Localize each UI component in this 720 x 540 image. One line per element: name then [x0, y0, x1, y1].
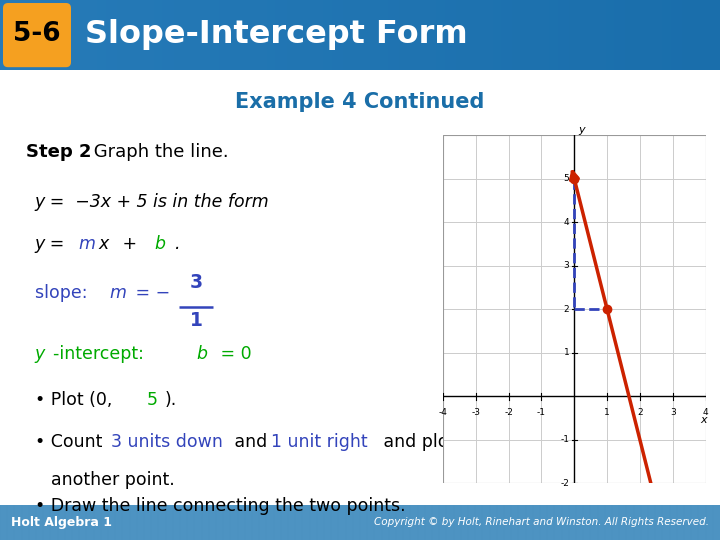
Text: • Plot (0,: • Plot (0,: [35, 391, 117, 409]
Text: -1: -1: [537, 408, 546, 417]
Text: Step 2: Step 2: [27, 143, 91, 161]
Text: slope:: slope:: [35, 284, 93, 302]
Text: Example 4 Continued: Example 4 Continued: [235, 92, 485, 112]
Text: 3: 3: [189, 273, 202, 292]
Text: 3: 3: [564, 261, 570, 270]
Text: 1: 1: [604, 408, 610, 417]
Text: Slope-Intercept Form: Slope-Intercept Form: [85, 18, 467, 50]
Text: and: and: [229, 433, 273, 450]
Text: y: y: [35, 345, 45, 363]
Text: 2: 2: [564, 305, 570, 314]
Text: -intercept:: -intercept:: [53, 345, 150, 363]
Text: Graph the line.: Graph the line.: [89, 143, 229, 161]
Text: x: x: [701, 415, 707, 424]
Text: +: +: [117, 234, 143, 253]
Text: b: b: [196, 345, 207, 363]
Text: and plot: and plot: [378, 433, 456, 450]
Text: 3: 3: [670, 408, 675, 417]
Text: m: m: [109, 284, 126, 302]
Text: y =: y =: [35, 234, 71, 253]
Text: 1: 1: [564, 348, 570, 357]
Text: 4: 4: [564, 218, 570, 227]
Text: x: x: [99, 234, 109, 253]
Text: = −: = −: [130, 284, 170, 302]
Text: 3 units down: 3 units down: [111, 433, 223, 450]
Text: • Draw the line connecting the two points.: • Draw the line connecting the two point…: [35, 497, 405, 515]
Text: .: .: [176, 234, 181, 253]
Text: 1: 1: [189, 310, 202, 330]
Text: 5-6: 5-6: [13, 21, 60, 47]
Text: -2: -2: [560, 479, 570, 488]
Text: -2: -2: [504, 408, 513, 417]
Text: b: b: [155, 234, 166, 253]
Text: y: y: [578, 125, 585, 135]
Text: Holt Algebra 1: Holt Algebra 1: [11, 516, 112, 529]
Text: 2: 2: [637, 408, 643, 417]
Text: another point.: another point.: [51, 471, 175, 489]
Text: Copyright © by Holt, Rinehart and Winston. All Rights Reserved.: Copyright © by Holt, Rinehart and Winsto…: [374, 517, 709, 528]
Text: 4: 4: [703, 408, 708, 417]
FancyBboxPatch shape: [3, 3, 71, 67]
Text: = 0: = 0: [215, 345, 251, 363]
Text: y =  −3x + 5 is in the form: y = −3x + 5 is in the form: [35, 193, 269, 211]
Text: 5: 5: [564, 174, 570, 183]
Text: 1 unit right: 1 unit right: [271, 433, 367, 450]
Text: -4: -4: [438, 408, 447, 417]
Text: 5: 5: [146, 391, 158, 409]
Text: ).: ).: [165, 391, 177, 409]
Text: • Count: • Count: [35, 433, 107, 450]
Text: -1: -1: [560, 435, 570, 444]
Text: -3: -3: [471, 408, 480, 417]
Text: m: m: [78, 234, 95, 253]
